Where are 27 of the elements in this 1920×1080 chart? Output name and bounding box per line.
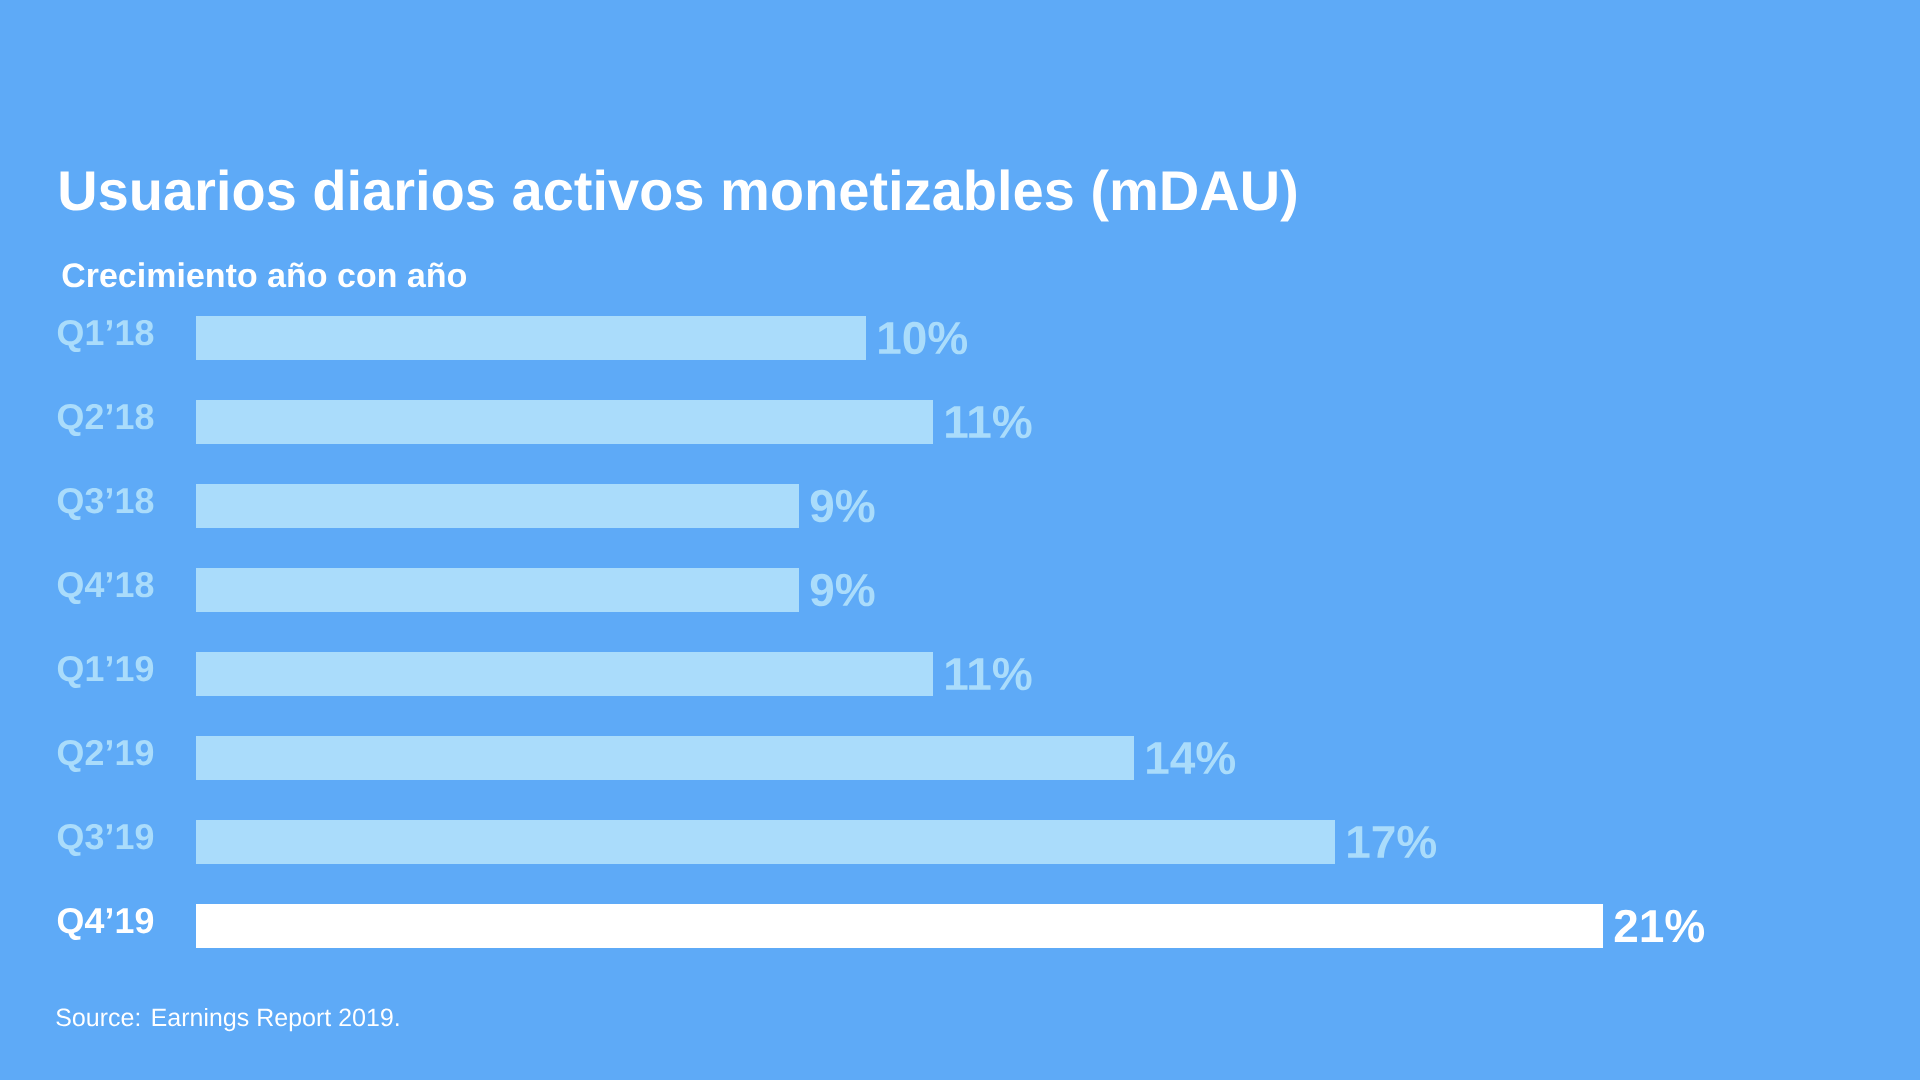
- bar: [196, 652, 934, 696]
- y-tick-label: Q1’18: [57, 319, 154, 353]
- y-tick-label: Q2’18: [57, 403, 154, 437]
- bar: [196, 568, 799, 612]
- y-tick-label: Q4’19: [57, 907, 154, 941]
- data-label: 11%: [946, 405, 1032, 439]
- y-tick-label: Q1’19: [57, 655, 154, 689]
- bar: [196, 316, 867, 360]
- data-label: 14%: [1147, 741, 1236, 775]
- bar: [196, 820, 1336, 865]
- data-label: 21%: [1614, 909, 1705, 943]
- chart-title: Usuarios diarios activos monetizables (mDAU): [60, 169, 1296, 222]
- y-tick-label: Q3’18: [57, 487, 154, 521]
- bar: [196, 400, 934, 444]
- data-label: 10%: [879, 321, 968, 355]
- data-label: 9%: [810, 489, 875, 523]
- bar: [196, 904, 1604, 949]
- y-tick-label: Q2’19: [57, 739, 154, 773]
- bar: [196, 484, 799, 529]
- data-label: 17%: [1348, 825, 1437, 859]
- source-note: Source: Earnings Report 2019.: [56, 1007, 399, 1032]
- y-tick-label: Q3’19: [57, 823, 154, 857]
- chart-subtitle: Crecimiento año con año: [62, 262, 467, 288]
- y-tick-label: Q4’18: [57, 571, 154, 605]
- bar: [196, 736, 1135, 780]
- data-label: 11%: [946, 657, 1032, 691]
- data-label: 9%: [810, 573, 875, 607]
